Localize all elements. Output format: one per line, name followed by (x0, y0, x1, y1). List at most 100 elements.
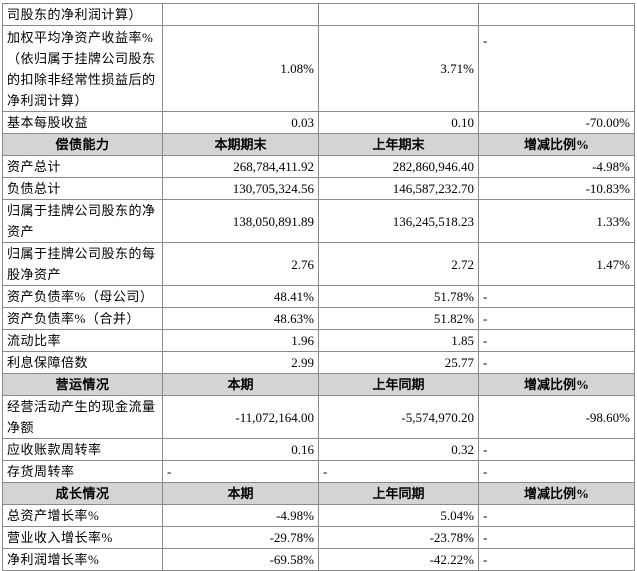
header-cell: 增减比例% (478, 373, 635, 396)
value-cell: - (478, 307, 635, 330)
row-label: 流动比率 (2, 329, 163, 352)
row-label: 司股东的净利润计算） (2, 3, 163, 26)
row-label: 经营活动产生的现金流量净额 (2, 395, 163, 439)
header-cell: 增减比例% (478, 482, 635, 505)
value-cell: 138,050,891.89 (162, 199, 319, 243)
financial-table: 司股东的净利润计算） 加权平均净资产收益率%（依归属于挂牌公司股东的扣除非经常性损… (2, 3, 635, 571)
value-cell: 146,587,232.70 (318, 177, 479, 200)
table-row: 资产总计 268,784,411.92 282,860,946.40 -4.98% (2, 155, 635, 178)
row-label: 资产负债率%（母公司） (2, 285, 163, 308)
value-cell: 48.63% (162, 307, 319, 330)
table-row: 基本每股收益 0.03 0.10 -70.00% (2, 111, 635, 134)
value-cell: -10.83% (478, 177, 635, 200)
section-header-row: 营运情况 本期 上年同期 增减比例% (2, 373, 635, 396)
value-cell: -11,072,164.00 (162, 395, 319, 439)
value-cell: -70.00% (478, 111, 635, 134)
row-label: 利息保障倍数 (2, 351, 163, 374)
value-cell: 1.47% (478, 242, 635, 286)
table-row: 营业收入增长率% -29.78% -23.78% - (2, 526, 635, 549)
row-label: 负债总计 (2, 177, 163, 200)
value-cell: - (478, 526, 635, 549)
value-cell: 3.71% (318, 25, 479, 112)
table-row: 归属于挂牌公司股东的净资产 138,050,891.89 136,245,518.2… (2, 199, 635, 243)
value-cell: 130,705,324.56 (162, 177, 319, 200)
value-cell: -98.60% (478, 395, 635, 439)
header-cell: 上年期末 (318, 133, 479, 156)
section-header-row: 偿债能力 本期期末 上年期末 增减比例% (2, 133, 635, 156)
table-row: 资产负债率%（母公司） 48.41% 51.78% - (2, 285, 635, 308)
value-cell: 51.78% (318, 285, 479, 308)
row-label: 净利润增长率% (2, 548, 163, 571)
table-row: 经营活动产生的现金流量净额 -11,072,164.00 -5,574,970.20… (2, 395, 635, 439)
header-cell: 增减比例% (478, 133, 635, 156)
value-cell: 1.85 (318, 329, 479, 352)
table-row: 净利润增长率% -69.58% -42.22% - (2, 548, 635, 571)
value-cell: - (478, 285, 635, 308)
row-label: 资产总计 (2, 155, 163, 178)
row-label: 存货周转率 (2, 460, 163, 483)
value-cell: -69.58% (162, 548, 319, 571)
value-cell: -29.78% (162, 526, 319, 549)
value-cell: -4.98% (478, 155, 635, 178)
table-row: 存货周转率 - - - (2, 460, 635, 483)
value-cell: 1.08% (162, 25, 319, 112)
empty-cell (478, 3, 635, 26)
value-cell: -23.78% (318, 526, 479, 549)
value-cell: - (478, 460, 635, 483)
row-label: 基本每股收益 (2, 111, 163, 134)
header-cell: 成长情况 (2, 482, 163, 505)
value-cell: - (478, 548, 635, 571)
value-cell: 1.33% (478, 199, 635, 243)
table-row: 总资产增长率% -4.98% 5.04% - (2, 504, 635, 527)
table-row: 归属于挂牌公司股东的每股净资产 2.76 2.72 1.47% (2, 242, 635, 286)
header-cell: 本期 (162, 482, 319, 505)
table-row: 流动比率 1.96 1.85- (2, 329, 635, 352)
value-cell: 25.77 (318, 351, 479, 374)
value-cell: 51.82% (318, 307, 479, 330)
value-cell: 268,784,411.92 (162, 155, 319, 178)
row-label: 营业收入增长率% (2, 526, 163, 549)
value-cell: 0.32 (318, 438, 479, 461)
table-row: 加权平均净资产收益率%（依归属于挂牌公司股东的扣除非经常性损益后的净利润计算） 1… (2, 25, 635, 112)
row-label: 加权平均净资产收益率%（依归属于挂牌公司股东的扣除非经常性损益后的净利润计算） (2, 25, 163, 112)
value-cell: 0.16 (162, 438, 319, 461)
empty-cell (318, 3, 479, 26)
row-label: 总资产增长率% (2, 504, 163, 527)
table-row: 应收账款周转率 0.16 0.32- (2, 438, 635, 461)
value-cell: 136,245,518.23 (318, 199, 479, 243)
header-cell: 偿债能力 (2, 133, 163, 156)
row-label: 归属于挂牌公司股东的每股净资产 (2, 242, 163, 286)
value-cell: - (478, 25, 635, 112)
value-cell: -42.22% (318, 548, 479, 571)
value-cell: 2.72 (318, 242, 479, 286)
header-cell: 营运情况 (2, 373, 163, 396)
section-header-row: 成长情况 本期 上年同期 增减比例% (2, 482, 635, 505)
table-row: 司股东的净利润计算） (2, 3, 635, 26)
value-cell: - (162, 460, 319, 483)
header-cell: 上年同期 (318, 373, 479, 396)
value-cell: -5,574,970.20 (318, 395, 479, 439)
row-label: 资产负债率%（合并） (2, 307, 163, 330)
row-label: 应收账款周转率 (2, 438, 163, 461)
value-cell: 0.10 (318, 111, 479, 134)
header-cell: 本期 (162, 373, 319, 396)
empty-cell (162, 3, 319, 26)
table-row: 利息保障倍数 2.99 25.77- (2, 351, 635, 374)
value-cell: 2.76 (162, 242, 319, 286)
value-cell: 5.04% (318, 504, 479, 527)
row-label: 归属于挂牌公司股东的净资产 (2, 199, 163, 243)
value-cell: - (478, 329, 635, 352)
value-cell: 1.96 (162, 329, 319, 352)
value-cell: - (318, 460, 479, 483)
value-cell: 2.99 (162, 351, 319, 374)
header-cell: 本期期末 (162, 133, 319, 156)
value-cell: - (478, 351, 635, 374)
table-row: 负债总计 130,705,324.56 146,587,232.70 -10.83% (2, 177, 635, 200)
value-cell: - (478, 504, 635, 527)
header-cell: 上年同期 (318, 482, 479, 505)
value-cell: - (478, 438, 635, 461)
value-cell: 282,860,946.40 (318, 155, 479, 178)
value-cell: 0.03 (162, 111, 319, 134)
table-row: 资产负债率%（合并） 48.63% 51.82% - (2, 307, 635, 330)
